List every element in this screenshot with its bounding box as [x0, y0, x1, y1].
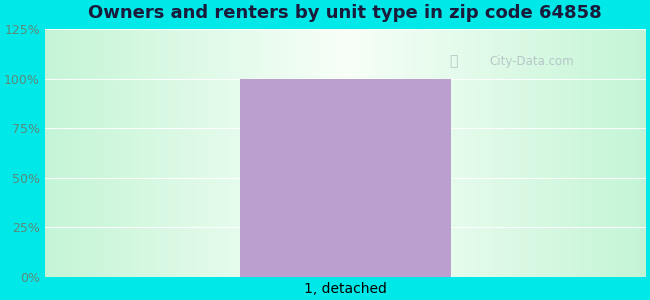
Title: Owners and renters by unit type in zip code 64858: Owners and renters by unit type in zip c…	[88, 4, 603, 22]
Bar	[240, 79, 450, 277]
Text: ⦿: ⦿	[449, 55, 458, 68]
Text: City-Data.com: City-Data.com	[489, 55, 574, 68]
